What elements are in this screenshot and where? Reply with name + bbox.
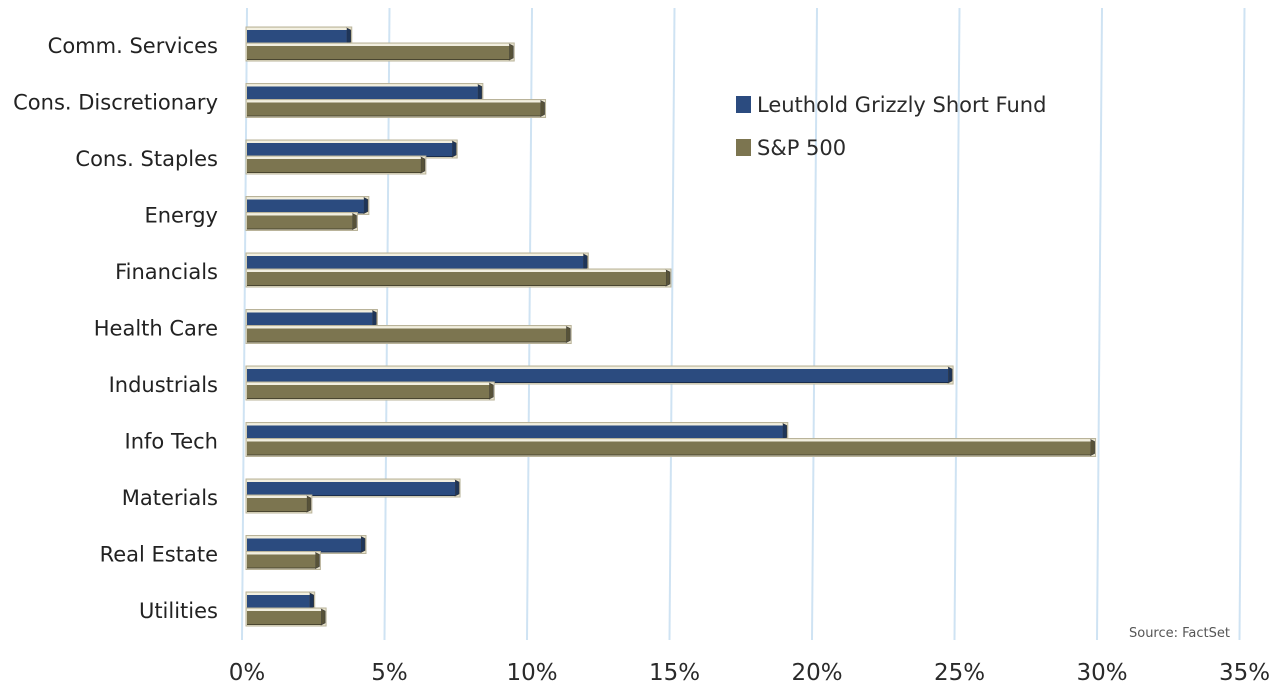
legend-swatch-series-1 bbox=[736, 96, 751, 113]
legend-swatch-series-2 bbox=[736, 139, 751, 156]
bar-series-1 bbox=[245, 422, 789, 441]
legend: Leuthold Grizzly Short Fund S&P 500 bbox=[736, 93, 1046, 160]
gridline-4 bbox=[811, 7, 818, 641]
x-tick-label: 35% bbox=[1219, 660, 1270, 686]
category-label: Materials bbox=[122, 486, 218, 510]
category-label: Real Estate bbox=[100, 543, 218, 567]
category-label: Industrials bbox=[109, 373, 218, 397]
bar-series-2 bbox=[245, 268, 672, 288]
bar-series-1 bbox=[245, 535, 367, 554]
x-tick-label: 30% bbox=[1076, 660, 1127, 686]
bar-series-1 bbox=[245, 365, 954, 385]
bar-series-1 bbox=[245, 83, 484, 102]
x-tick-label: 5% bbox=[371, 660, 408, 686]
bars-layer bbox=[245, 26, 1097, 627]
bar-series-1 bbox=[245, 252, 589, 272]
bar-series-2 bbox=[245, 438, 1097, 457]
bar-series-1 bbox=[245, 591, 316, 611]
category-label: Info Tech bbox=[125, 430, 218, 454]
bar-series-2 bbox=[245, 155, 427, 175]
bar-series-2 bbox=[245, 551, 321, 570]
gridline-5 bbox=[953, 7, 961, 641]
bar-series-2 bbox=[245, 494, 313, 514]
category-label: Cons. Discretionary bbox=[13, 91, 218, 115]
x-tick-label: 25% bbox=[934, 660, 985, 686]
legend-label-series-1: Leuthold Grizzly Short Fund bbox=[757, 93, 1046, 117]
bar-series-1 bbox=[245, 309, 378, 328]
category-labels: Comm. Services Cons. Discretionary Cons. S… bbox=[13, 34, 218, 623]
bar-series-2 bbox=[245, 42, 515, 62]
gridline-6 bbox=[1096, 7, 1103, 641]
bar-series-2 bbox=[245, 607, 327, 627]
bar-series-1 bbox=[245, 196, 370, 215]
category-label: Cons. Staples bbox=[75, 147, 218, 171]
bar-series-1 bbox=[245, 26, 353, 46]
x-tick-label: 20% bbox=[791, 660, 842, 686]
bar-series-2 bbox=[245, 325, 572, 344]
x-tick-label: 0% bbox=[229, 660, 266, 686]
source-note: Source: FactSet bbox=[1129, 626, 1230, 641]
gridline-7 bbox=[1238, 7, 1246, 641]
bar-series-1 bbox=[245, 478, 461, 498]
bar-series-2 bbox=[245, 99, 547, 118]
legend-label-series-2: S&P 500 bbox=[757, 136, 846, 160]
category-label: Energy bbox=[144, 204, 218, 228]
category-label: Utilities bbox=[139, 599, 218, 623]
bar-series-2 bbox=[245, 212, 358, 231]
x-tick-label: 15% bbox=[649, 660, 700, 686]
gridline-3 bbox=[668, 7, 676, 641]
category-label: Comm. Services bbox=[48, 34, 218, 58]
x-tick-label: 10% bbox=[506, 660, 557, 686]
category-label: Financials bbox=[115, 260, 218, 284]
x-tick-labels: 0% 5% 10% 15% 20% 25% 30% 35% bbox=[229, 660, 1270, 686]
bar-series-1 bbox=[245, 139, 458, 159]
bar-series-2 bbox=[245, 381, 495, 401]
category-label: Health Care bbox=[94, 317, 218, 341]
